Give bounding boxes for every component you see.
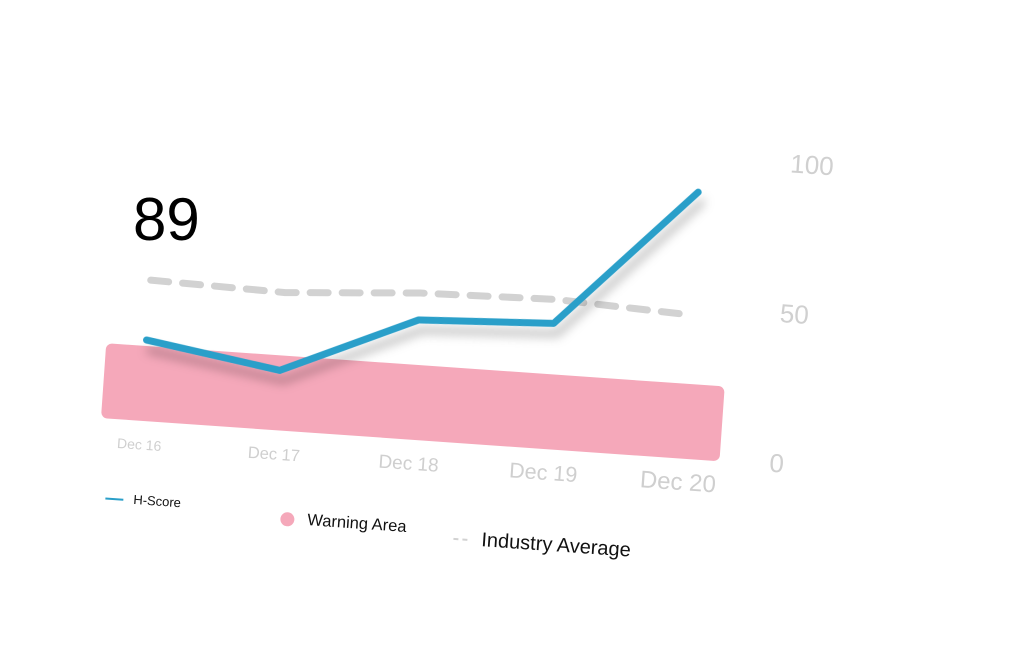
legend-label: Industry Average bbox=[481, 529, 632, 561]
plot-area: 0 50 100 Dec 16 Dec 17 Dec 18 Dec 19 Dec 20 H-Sc… bbox=[94, 102, 835, 574]
legend-label: Warning Area bbox=[307, 511, 408, 536]
x-tick-label: Dec 18 bbox=[378, 452, 440, 477]
legend-swatch bbox=[280, 512, 295, 527]
score-line bbox=[145, 154, 698, 398]
legend-label: H-Score bbox=[133, 492, 182, 510]
x-tick-label: Dec 16 bbox=[117, 435, 163, 454]
x-tick-label: Dec 17 bbox=[247, 444, 300, 466]
warning-area bbox=[101, 343, 725, 461]
legend-swatch bbox=[453, 539, 471, 540]
x-tick-label: Dec 20 bbox=[639, 466, 717, 498]
x-tick-label: Dec 19 bbox=[508, 458, 578, 487]
average-line bbox=[151, 271, 691, 321]
current-score: 89 bbox=[133, 186, 200, 253]
y-tick-label: 100 bbox=[789, 148, 834, 181]
y-tick-label: 50 bbox=[779, 298, 810, 330]
legend-swatch bbox=[105, 499, 123, 500]
y-tick-label: 0 bbox=[768, 448, 785, 479]
